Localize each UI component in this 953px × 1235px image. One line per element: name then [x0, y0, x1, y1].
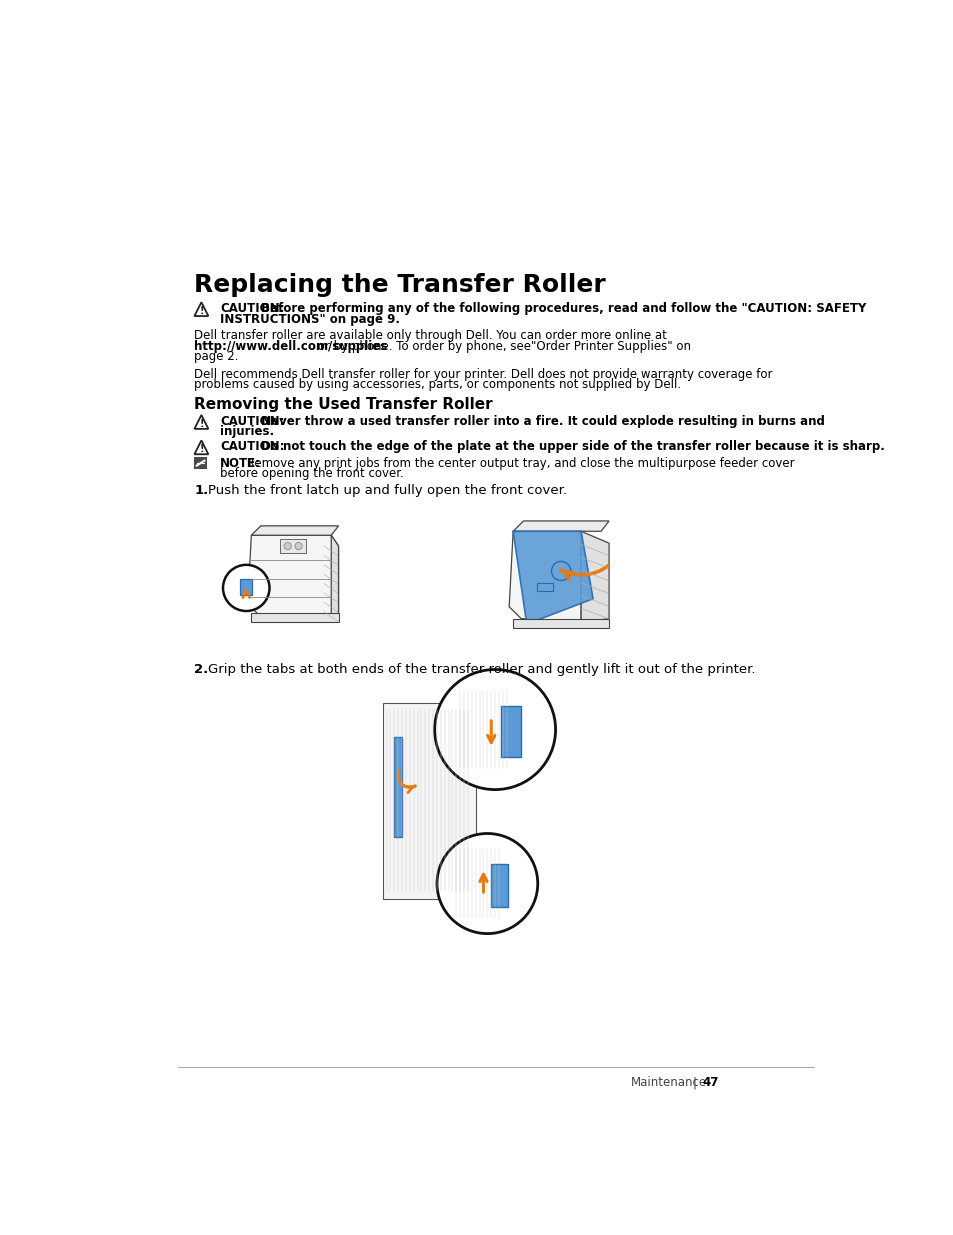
Text: Maintenance: Maintenance	[630, 1076, 706, 1089]
Text: Removing the Used Transfer Roller: Removing the Used Transfer Roller	[194, 396, 493, 411]
Text: NOTE:: NOTE:	[220, 457, 261, 471]
Text: !: !	[199, 419, 203, 429]
Circle shape	[435, 669, 555, 789]
Text: CAUTION:: CAUTION:	[220, 415, 284, 429]
Text: !: !	[199, 306, 203, 316]
Text: 1.: 1.	[194, 484, 209, 496]
Circle shape	[284, 542, 291, 550]
Text: Do not touch the edge of the plate at the upper side of the transfer roller beca: Do not touch the edge of the plate at th…	[257, 441, 884, 453]
Bar	[491, 864, 508, 906]
Bar	[251, 614, 338, 622]
Text: 47: 47	[701, 1076, 718, 1089]
Text: problems caused by using accessories, parts, or components not supplied by Dell.: problems caused by using accessories, pa…	[194, 378, 680, 391]
Text: page 2.: page 2.	[194, 350, 238, 363]
Bar	[253, 571, 260, 584]
Text: Dell recommends Dell transfer roller for your printer. Dell does not provide war: Dell recommends Dell transfer roller for…	[194, 368, 772, 382]
Bar	[500, 706, 520, 757]
Text: Dell transfer roller are available only through Dell. You can order more online : Dell transfer roller are available only …	[194, 330, 666, 342]
Text: or by phone. To order by phone, see"Order Printer Supplies" on: or by phone. To order by phone, see"Orde…	[314, 340, 690, 352]
Text: Replacing the Transfer Roller: Replacing the Transfer Roller	[194, 273, 605, 296]
Polygon shape	[513, 521, 608, 531]
Polygon shape	[580, 531, 608, 622]
Bar	[513, 619, 608, 629]
Text: !: !	[199, 445, 203, 454]
Text: Push the front latch up and fully open the front cover.: Push the front latch up and fully open t…	[208, 484, 567, 496]
Circle shape	[436, 834, 537, 934]
Text: Remove any print jobs from the center output tray, and close the multipurpose fe: Remove any print jobs from the center ou…	[243, 457, 794, 471]
Bar	[394, 737, 402, 837]
FancyBboxPatch shape	[194, 457, 207, 469]
Text: Never throw a used transfer roller into a fire. It could explode resulting in bu: Never throw a used transfer roller into …	[257, 415, 824, 429]
Polygon shape	[248, 535, 338, 615]
Bar	[280, 538, 306, 553]
Text: 2.: 2.	[194, 662, 209, 676]
Polygon shape	[513, 531, 593, 624]
Polygon shape	[251, 526, 338, 535]
Polygon shape	[382, 703, 476, 899]
Circle shape	[294, 542, 302, 550]
Text: Before performing any of the following procedures, read and follow the "CAUTION:: Before performing any of the following p…	[257, 303, 865, 315]
Text: INSTRUCTIONS" on page 9.: INSTRUCTIONS" on page 9.	[220, 312, 399, 326]
Circle shape	[223, 564, 269, 611]
Polygon shape	[509, 531, 580, 622]
Bar	[537, 583, 553, 590]
Text: injuries.: injuries.	[220, 425, 274, 438]
Text: http://www.dell.com/supplies: http://www.dell.com/supplies	[194, 340, 387, 352]
Text: before opening the front cover.: before opening the front cover.	[220, 467, 403, 480]
Text: Grip the tabs at both ends of the transfer roller and gently lift it out of the : Grip the tabs at both ends of the transf…	[208, 662, 755, 676]
Text: CAUTION:: CAUTION:	[220, 441, 284, 453]
Text: |: |	[692, 1076, 696, 1089]
Text: CAUTION:: CAUTION:	[220, 303, 284, 315]
Bar	[240, 579, 252, 595]
Polygon shape	[331, 535, 338, 619]
